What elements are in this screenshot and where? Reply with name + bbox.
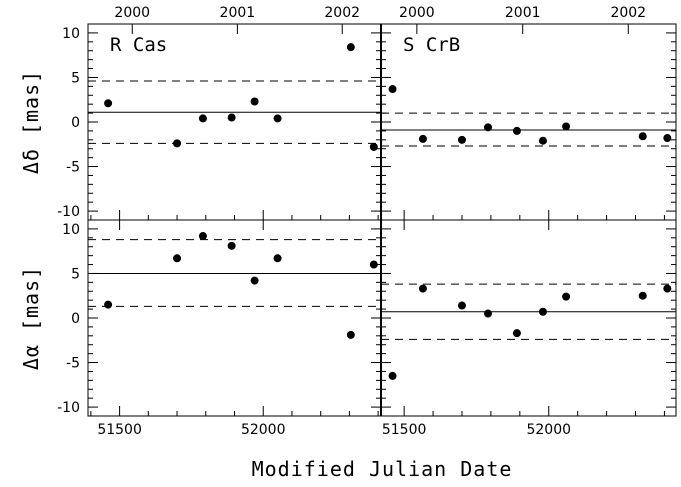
data-point [663, 284, 672, 293]
data-point [663, 134, 672, 143]
y-tick-label: -10 [57, 204, 80, 220]
x-tick-label: 52000 [526, 422, 571, 438]
x-axis-title: Modified Julian Date [252, 457, 513, 481]
data-point [562, 292, 571, 301]
x-tick-label: 51500 [97, 422, 142, 438]
data-point [198, 232, 207, 241]
x-tick-label: 52000 [241, 422, 286, 438]
star-label: R Cas [110, 34, 167, 56]
y-tick-label: -10 [57, 400, 80, 416]
y-tick-label: 5 [71, 70, 80, 86]
panel-frame [87, 219, 382, 417]
panel-frame [380, 219, 677, 417]
panel-bottom-left: -10 -5 0 5 10 51500 52000 [57, 219, 382, 438]
data-point [369, 142, 378, 151]
y-tick-label: -5 [66, 356, 80, 372]
y-tick-label: 0 [71, 115, 80, 131]
data-point [457, 301, 466, 310]
data-point [346, 43, 355, 52]
y-tick-label: 10 [62, 26, 80, 42]
data-point [250, 97, 259, 106]
data-point [388, 371, 397, 380]
data-point [538, 136, 547, 145]
data-point [418, 284, 427, 293]
year-label: 2000 [399, 5, 435, 21]
data-point [512, 329, 521, 338]
data-point [227, 113, 236, 122]
data-point [638, 132, 647, 141]
year-label: 2001 [220, 5, 256, 21]
data-point [346, 330, 355, 339]
data-point [418, 134, 427, 143]
y-tick-label: 0 [71, 311, 80, 327]
year-label: 2001 [505, 5, 541, 21]
year-label: 2002 [324, 5, 360, 21]
data-point [638, 291, 647, 300]
data-point [388, 85, 397, 94]
data-point [484, 309, 493, 318]
data-point [227, 241, 236, 250]
data-point [457, 135, 466, 144]
data-point [273, 254, 282, 263]
x-tick-label: 51500 [382, 422, 427, 438]
star-label: S CrB [403, 34, 460, 56]
data-point [512, 126, 521, 135]
panel-top-right: 2000 2001 2002 S CrB [380, 5, 677, 221]
data-point [198, 114, 207, 123]
y-tick-label: -5 [66, 160, 80, 176]
year-label: 2000 [114, 5, 150, 21]
data-point [484, 123, 493, 132]
data-point [369, 260, 378, 269]
data-point [104, 99, 113, 108]
panel-top-left: -10 -5 0 5 10 2000 2001 2002 R Cas [57, 5, 382, 221]
y-tick-label: 5 [71, 266, 80, 282]
data-point [173, 254, 182, 263]
panels: -10 -5 0 5 10 2000 2001 2002 R Cas 2000 2001 2002 S … [57, 5, 677, 438]
data-point [104, 300, 113, 309]
year-label: 2002 [610, 5, 646, 21]
panel-bottom-right: 51500 52000 [380, 219, 677, 438]
data-point [273, 114, 282, 123]
data-point [562, 122, 571, 131]
y-axis-title-top: Δδ [mas] [19, 70, 43, 174]
y-tick-label: 10 [62, 222, 80, 238]
data-point [538, 307, 547, 316]
y-axis-title-bottom: Δα [mas] [19, 266, 43, 370]
data-point [173, 139, 182, 148]
data-point [250, 276, 259, 285]
